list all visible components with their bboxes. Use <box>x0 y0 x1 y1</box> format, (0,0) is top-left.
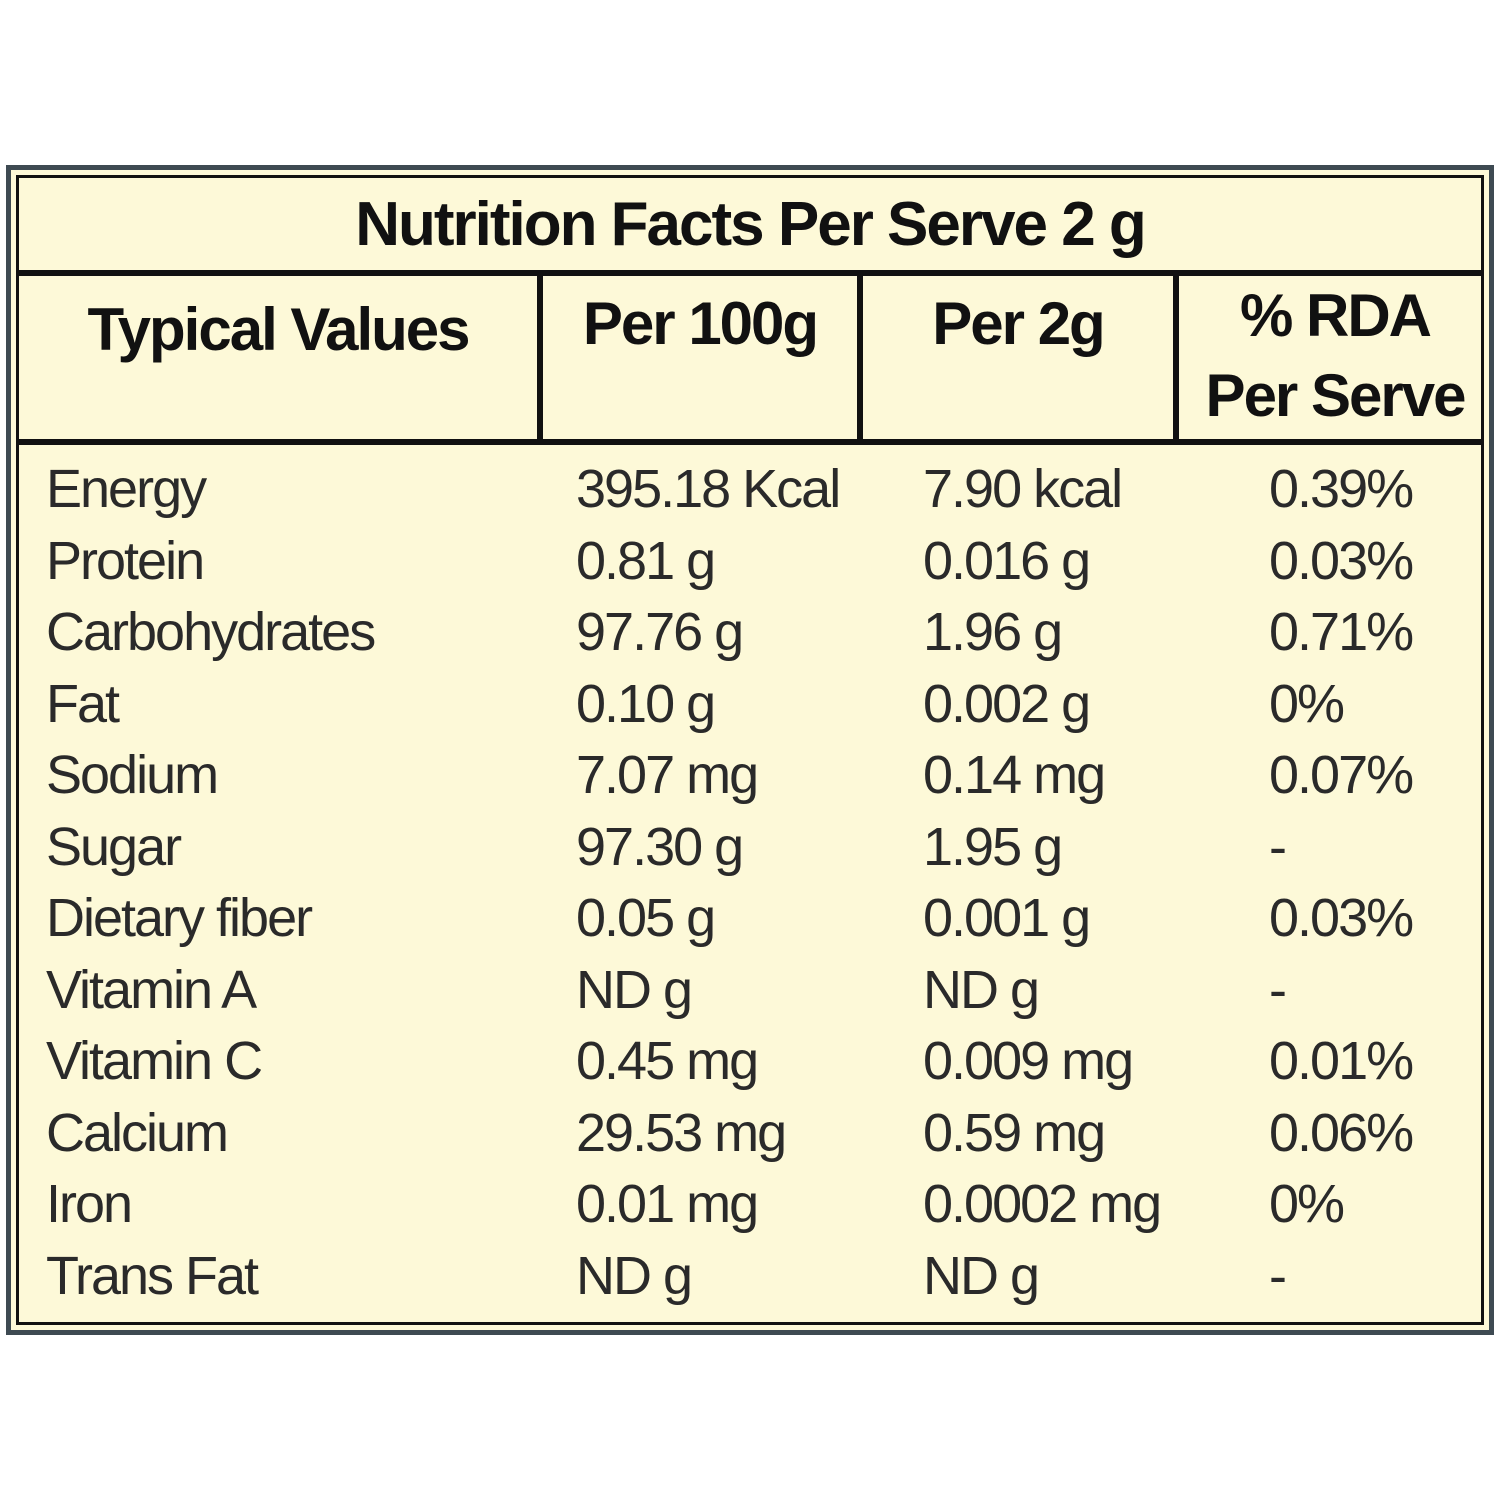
rda-value: - <box>1269 960 1287 1020</box>
rda-value: - <box>1269 817 1287 877</box>
per-100g-value: ND g <box>576 1246 693 1306</box>
nutrient-name: Trans Fat <box>46 1246 259 1306</box>
per-2g-value: 0.001 g <box>923 888 1091 948</box>
per-2g-value: 1.96 g <box>923 602 1063 662</box>
nutrient-name: Dietary fiber <box>46 888 313 948</box>
header-rda-line1: % RDA <box>1239 282 1432 349</box>
rda-value: 0.01% <box>1269 1031 1414 1091</box>
per-2g-value: ND g <box>923 1246 1040 1306</box>
per-2g-value: 1.95 g <box>923 817 1063 877</box>
table-row: Iron 0.01 mg 0.0002 mg 0% <box>19 1168 1481 1240</box>
nutrient-name: Protein <box>46 531 205 591</box>
rda-value: 0.39% <box>1269 459 1414 519</box>
rda-value: 0.06% <box>1269 1103 1414 1163</box>
rda-value: 0.03% <box>1269 531 1414 591</box>
per-100g-value: 0.10 g <box>576 674 716 734</box>
rda-value: 0% <box>1269 674 1345 734</box>
per-100g-value: 97.30 g <box>576 817 744 877</box>
header-rda-line2: Per Serve <box>1205 362 1467 429</box>
per-2g-value: 0.59 mg <box>923 1103 1106 1163</box>
per-2g-value: 0.009 mg <box>923 1031 1134 1091</box>
rda-value: 0% <box>1269 1174 1345 1234</box>
rda-value: 0.03% <box>1269 888 1414 948</box>
table-row: Sodium 7.07 mg 0.14 mg 0.07% <box>19 739 1481 811</box>
per-100g-value: 0.45 mg <box>576 1031 759 1091</box>
per-2g-value: 0.002 g <box>923 674 1091 734</box>
per-100g-value: ND g <box>576 960 693 1020</box>
nutrient-name: Vitamin C <box>46 1031 263 1091</box>
per-2g-value: 7.90 kcal <box>923 459 1123 519</box>
table-row: Energy 395.18 Kcal 7.90 kcal 0.39% <box>19 453 1481 525</box>
table-row: Dietary fiber 0.05 g 0.001 g 0.03% <box>19 882 1481 954</box>
table-row: Protein 0.81 g 0.016 g 0.03% <box>19 525 1481 597</box>
table-row: Calcium 29.53 mg 0.59 mg 0.06% <box>19 1097 1481 1169</box>
header-typical-values: Typical Values <box>87 296 470 363</box>
header-per-100g: Per 100g <box>582 290 819 357</box>
rda-value: - <box>1269 1246 1287 1306</box>
per-2g-value: 0.14 mg <box>923 745 1106 805</box>
table-row: Trans Fat ND g ND g - <box>19 1240 1481 1312</box>
per-100g-value: 395.18 Kcal <box>576 459 841 519</box>
nutrient-name: Calcium <box>46 1103 229 1163</box>
nutrient-name: Sodium <box>46 745 219 805</box>
per-2g-value: ND g <box>923 960 1040 1020</box>
table-row: Vitamin A ND g ND g - <box>19 954 1481 1026</box>
nutrition-table: Nutrition Facts Per Serve 2 g Typical Va… <box>16 175 1484 1325</box>
nutrient-name: Energy <box>46 459 207 519</box>
nutrient-name: Fat <box>46 674 120 734</box>
column-divider <box>537 276 543 445</box>
nutrient-name: Vitamin A <box>46 960 257 1020</box>
table-row: Carbohydrates 97.76 g 1.96 g 0.71% <box>19 596 1481 668</box>
per-2g-value: 0.0002 mg <box>923 1174 1162 1234</box>
header-rda: % RDA Per Serve <box>1179 276 1491 439</box>
column-divider <box>1173 276 1179 445</box>
per-100g-value: 97.76 g <box>576 602 744 662</box>
rda-value: 0.07% <box>1269 745 1414 805</box>
table-row: Sugar 97.30 g 1.95 g - <box>19 811 1481 883</box>
per-100g-value: 7.07 mg <box>576 745 759 805</box>
nutrient-name: Carbohydrates <box>46 602 376 662</box>
per-100g-value: 0.01 mg <box>576 1174 759 1234</box>
per-2g-value: 0.016 g <box>923 531 1091 591</box>
rda-value: 0.71% <box>1269 602 1414 662</box>
table-title: Nutrition Facts Per Serve 2 g <box>19 178 1481 276</box>
nutrition-label: Nutrition Facts Per Serve 2 g Typical Va… <box>6 165 1494 1335</box>
header-row: Typical Values Per 100g Per 2g % RDA Per… <box>19 276 1481 445</box>
table-row: Fat 0.10 g 0.002 g 0% <box>19 668 1481 740</box>
nutrient-name: Iron <box>46 1174 133 1234</box>
per-100g-value: 0.81 g <box>576 531 716 591</box>
per-100g-value: 29.53 mg <box>576 1103 787 1163</box>
column-divider <box>857 276 863 445</box>
header-per-2g: Per 2g <box>932 290 1105 357</box>
table-row: Vitamin C 0.45 mg 0.009 mg 0.01% <box>19 1025 1481 1097</box>
nutrient-name: Sugar <box>46 817 182 877</box>
per-100g-value: 0.05 g <box>576 888 716 948</box>
